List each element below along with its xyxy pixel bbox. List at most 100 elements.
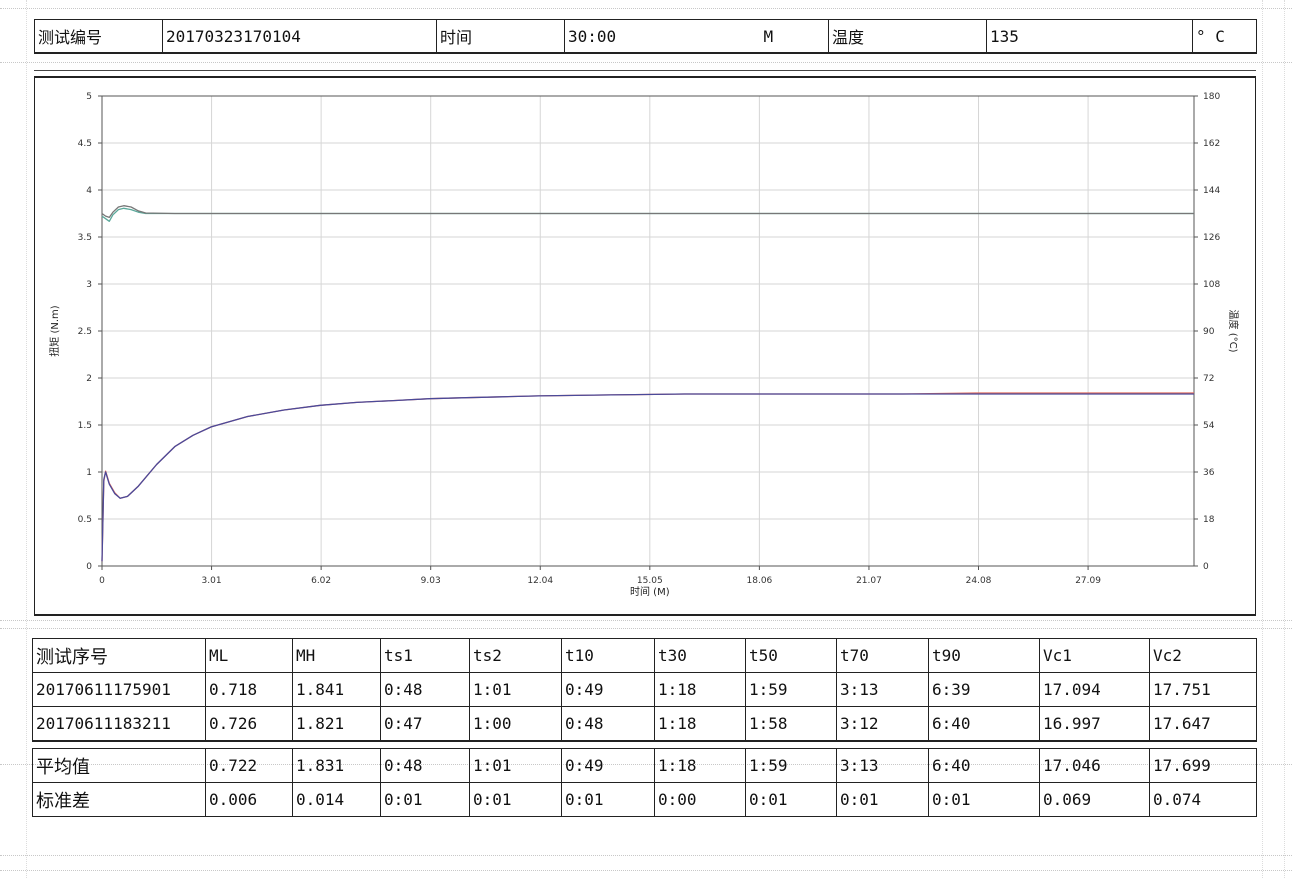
table-row: 20170611175901 0.718 1.841 0:48 1:01 0:49 1:18…	[32, 672, 1257, 707]
y-left-tick-label: 4	[86, 186, 92, 196]
table-row-label: 20170611175901	[32, 672, 206, 707]
cell-t70: 3:13	[836, 748, 929, 783]
cell-t30: 1:18	[654, 748, 746, 783]
x-tick-label: 21.07	[856, 576, 882, 586]
cell-vc1: 17.046	[1039, 748, 1150, 783]
series-lines	[101, 205, 1194, 562]
time-unit: M	[760, 19, 829, 54]
table-row: 20170611183211 0.726 1.821 0:47 1:00 0:48 1:18…	[32, 706, 1257, 742]
time-value: 30:00	[564, 19, 761, 54]
cell-mh: 1.831	[292, 748, 381, 783]
cell-vc1: 16.997	[1039, 706, 1150, 742]
x-axis-title: 时间 (M)	[630, 585, 670, 598]
section-divider	[34, 76, 1256, 78]
cell-t90: t90	[928, 638, 1040, 673]
cell-ml: 0.718	[205, 672, 293, 707]
y-left-tick-label: 1.5	[78, 421, 92, 431]
temperature-value: 135	[986, 19, 1193, 54]
y-right-tick-label: 162	[1203, 139, 1220, 149]
cell-t90: 6:39	[928, 672, 1040, 707]
cell-t70: 3:13	[836, 672, 929, 707]
cell-ts1: ts1	[380, 638, 470, 673]
x-tick-label: 9.03	[421, 576, 441, 586]
cell-vc2: 0.074	[1149, 782, 1257, 817]
cell-t70: t70	[836, 638, 929, 673]
layout-guide	[0, 8, 1292, 9]
cell-t50: 1:58	[745, 706, 837, 742]
cell-ml: 0.726	[205, 706, 293, 742]
temperature-unit: ° C	[1192, 19, 1257, 54]
y-left-tick-label: 5	[86, 92, 92, 102]
cell-ts1: 0:48	[380, 672, 470, 707]
cure-curve-chart: 0 0.5 1 1.5 2 2.5 3 3.5 4 4.5 5 0 18 36 54 72 90 108 126 14…	[48, 92, 1240, 598]
y-right-tick-label: 90	[1203, 327, 1215, 337]
cell-mh: 1.821	[292, 706, 381, 742]
cell-mh: 0.014	[292, 782, 381, 817]
layout-guide	[0, 855, 1292, 856]
summary-row-label: 平均值	[32, 748, 206, 783]
y-left-tick-label: 2.5	[78, 327, 92, 337]
y-left-tick-label: 0	[86, 562, 92, 572]
x-tick-label: 6.02	[311, 576, 331, 586]
cell-t10: t10	[561, 638, 655, 673]
time-label: 时间	[436, 19, 565, 54]
grid-lines	[98, 95, 1198, 570]
cell-t70: 3:12	[836, 706, 929, 742]
cell-t90: 6:40	[928, 748, 1040, 783]
y-left-tick-label: 2	[86, 374, 92, 384]
layout-guide	[0, 628, 1292, 629]
table-header-row-label: 测试序号	[32, 638, 206, 673]
cell-ml: ML	[205, 638, 293, 673]
cell-t30: 0:00	[654, 782, 746, 817]
chart-frame-right	[1255, 76, 1256, 616]
table-row-label: 20170611183211	[32, 706, 206, 742]
cell-t10: 0:49	[561, 672, 655, 707]
y-left-tick-label: 4.5	[78, 139, 92, 149]
cell-mh: 1.841	[292, 672, 381, 707]
cell-ts1: 0:47	[380, 706, 470, 742]
temperature-line-3	[101, 207, 1194, 222]
cell-ts2: 1:01	[469, 748, 562, 783]
cell-t50: 1:59	[745, 748, 837, 783]
layout-guide	[0, 870, 1292, 871]
summary-row: 标准差 0.006 0.014 0:01 0:01 0:01 0:00 0:01 0:01 0:0…	[32, 782, 1257, 817]
y-right-tick-label: 144	[1203, 186, 1220, 196]
section-divider	[34, 70, 1256, 71]
cell-t90: 6:40	[928, 706, 1040, 742]
layout-guide	[1284, 0, 1285, 878]
x-tick-label: 18.06	[747, 576, 773, 586]
torque-line-1	[101, 392, 1194, 562]
results-table: 测试序号 ML MH ts1 ts2 t10 t30 t50 t70 t90 Vc1 Vc2 20170…	[32, 638, 1257, 817]
summary-row-label: 标准差	[32, 782, 206, 817]
cell-t10: 0:48	[561, 706, 655, 742]
cell-t10: 0:01	[561, 782, 655, 817]
table-header-row: 测试序号 ML MH ts1 ts2 t10 t30 t50 t70 t90 Vc1 Vc2	[32, 638, 1257, 673]
y-right-tick-label: 180	[1203, 92, 1220, 102]
section-divider	[34, 614, 1256, 616]
y-right-tick-label: 72	[1203, 374, 1214, 384]
header-spacer	[370, 19, 437, 54]
y-right-axis-title: 温度 (°C)	[1227, 310, 1240, 353]
summary-row: 平均值 0.722 1.831 0:48 1:01 0:49 1:18 1:59 3:13 6:4…	[32, 748, 1257, 783]
cell-ts1: 0:48	[380, 748, 470, 783]
y-left-tick-label: 0.5	[78, 515, 92, 525]
x-tick-label: 12.04	[527, 576, 553, 586]
cell-vc1: Vc1	[1039, 638, 1150, 673]
torque-line-2	[101, 393, 1194, 562]
plot-area-border	[101, 95, 1195, 567]
cell-mh: MH	[292, 638, 381, 673]
cell-vc1: 0.069	[1039, 782, 1150, 817]
cell-ts2: 1:01	[469, 672, 562, 707]
x-tick-label: 15.05	[637, 576, 663, 586]
cell-t50: 0:01	[745, 782, 837, 817]
cell-t90: 0:01	[928, 782, 1040, 817]
layout-guide	[0, 620, 1292, 621]
table-section-gap-cell	[32, 740, 1257, 749]
temperature-line-4	[101, 205, 1194, 219]
cell-vc2: 17.699	[1149, 748, 1257, 783]
y-right-tick-label: 54	[1203, 421, 1215, 431]
cell-vc2: 17.647	[1149, 706, 1257, 742]
cell-t50: 1:59	[745, 672, 837, 707]
cell-ml: 0.006	[205, 782, 293, 817]
tick-labels: 0 0.5 1 1.5 2 2.5 3 3.5 4 4.5 5 0 18 36 54 72 90 108 126 14…	[78, 92, 1221, 586]
